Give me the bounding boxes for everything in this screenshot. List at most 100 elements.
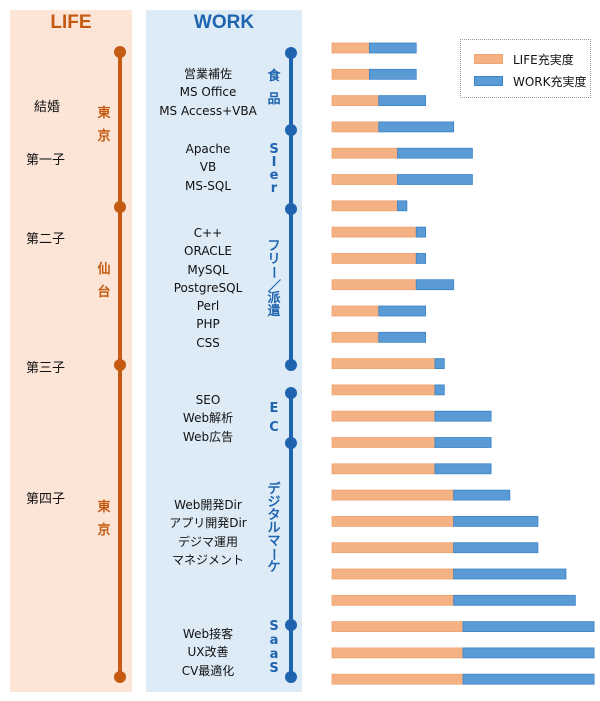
vertical-char: ー <box>265 266 280 279</box>
bar-life <box>331 410 436 422</box>
bar-work <box>378 331 426 343</box>
skill-item: デジマ運用 <box>177 534 238 549</box>
skill-item: CV最適化 <box>181 663 235 678</box>
skill-item: VB <box>199 160 217 175</box>
vertical-char: a <box>269 647 279 662</box>
bar-life <box>331 542 455 554</box>
bar-life <box>331 174 398 185</box>
work-industry-label: 食品 <box>266 70 282 116</box>
bar-life <box>331 621 464 632</box>
vertical-char: S <box>269 619 279 634</box>
bar-work <box>453 542 539 554</box>
life-event: 結婚 <box>34 100 61 115</box>
bar-life <box>331 647 464 659</box>
bar-work <box>397 147 473 159</box>
vertical-char: ／ <box>265 279 280 292</box>
bar-work <box>378 95 426 106</box>
skill-item: C++ <box>193 226 223 240</box>
work-timeline-dot <box>285 437 297 449</box>
skills-list: 営業補佐 MS Office MS Access+VBA <box>148 65 268 120</box>
bar-life <box>331 437 436 448</box>
bar-work <box>397 200 408 212</box>
vertical-char: 京 <box>97 129 111 144</box>
skills-list: Web接客 UX改善 CV最適化 <box>148 625 268 680</box>
bar-life <box>331 121 380 133</box>
bar-work <box>462 673 595 685</box>
work-timeline-dot <box>285 203 297 215</box>
bar-life <box>331 305 380 317</box>
skill-item: Perl <box>196 299 220 314</box>
vertical-char: 仙 <box>97 262 111 277</box>
work-timeline-dot <box>285 671 297 683</box>
bar-work <box>453 568 567 580</box>
life-event: 第三子 <box>26 361 66 376</box>
bar-life <box>331 279 417 291</box>
skill-item: 営業補佐 <box>183 67 232 81</box>
skill-item: PostgreSQL <box>173 280 243 295</box>
skills-list: Web開発Dir アプリ開発Dir デジマ運用 マネジメント <box>148 496 268 569</box>
bar-work <box>462 647 595 659</box>
skills-list: Apache VB MS-SQL <box>148 140 268 195</box>
work-panel: WORK <box>146 10 302 692</box>
vertical-char: I <box>271 155 277 170</box>
legend-swatch-life <box>474 54 503 64</box>
bar-work <box>434 463 492 475</box>
skill-item: マネジメント <box>171 552 244 567</box>
life-timeline-dot <box>114 201 126 213</box>
bar-life <box>331 358 436 370</box>
vertical-char: 台 <box>97 285 111 300</box>
bar-life <box>331 673 464 685</box>
bar-work <box>378 121 455 133</box>
bar-life <box>331 331 380 343</box>
bar-life <box>331 252 417 264</box>
skill-item: ORACLE <box>184 244 232 259</box>
legend-swatch-work <box>474 76 503 86</box>
skill-item: PHP <box>196 317 220 332</box>
life-event: 第二子 <box>26 232 66 247</box>
skill-item: SEO <box>195 393 221 407</box>
skill-item: Apache <box>185 142 231 156</box>
bar-work <box>453 594 576 606</box>
work-timeline-dot <box>285 359 297 371</box>
skill-item: UX改善 <box>187 645 229 660</box>
vertical-char: C <box>269 420 279 435</box>
life-timeline-dot <box>114 671 126 683</box>
bar-life <box>331 516 455 527</box>
bar-work <box>369 68 417 80</box>
life-location-label: 仙台 <box>96 263 112 309</box>
vertical-char: 遣 <box>267 304 281 319</box>
legend-item-work: WORK充実度 <box>474 73 587 89</box>
vertical-char: S <box>269 142 279 157</box>
vertical-char: ジ <box>267 495 281 510</box>
skill-item: MS-SQL <box>184 178 232 193</box>
bar-work <box>434 410 492 422</box>
vertical-char: 派 <box>267 291 281 306</box>
bar-life <box>331 489 455 501</box>
bar-life <box>331 42 370 54</box>
skill-item: Web広告 <box>182 429 234 444</box>
vertical-char: E <box>269 401 279 416</box>
vertical-char: リ <box>267 252 281 267</box>
skill-item: アプリ開発Dir <box>169 516 247 531</box>
bar-life <box>331 463 436 475</box>
work-timeline-dot <box>285 387 297 399</box>
skill-item: MS Access+VBA <box>159 103 257 118</box>
vertical-char: デ <box>267 482 281 497</box>
vertical-char: 京 <box>97 523 111 538</box>
life-title: LIFE <box>50 12 92 33</box>
vertical-char: r <box>270 181 278 196</box>
life-timeline-dot <box>114 359 126 371</box>
bar-work <box>434 437 492 448</box>
bar-life <box>331 95 380 106</box>
bar-group <box>331 42 595 685</box>
bar-life <box>331 568 455 580</box>
life-timeline-dot <box>114 46 126 58</box>
bar-work <box>434 358 445 370</box>
skill-item: Web解析 <box>182 411 234 426</box>
work-industry-label: フリー／派遣 <box>265 240 282 319</box>
work-title: WORK <box>193 12 255 33</box>
bar-work <box>378 305 426 317</box>
